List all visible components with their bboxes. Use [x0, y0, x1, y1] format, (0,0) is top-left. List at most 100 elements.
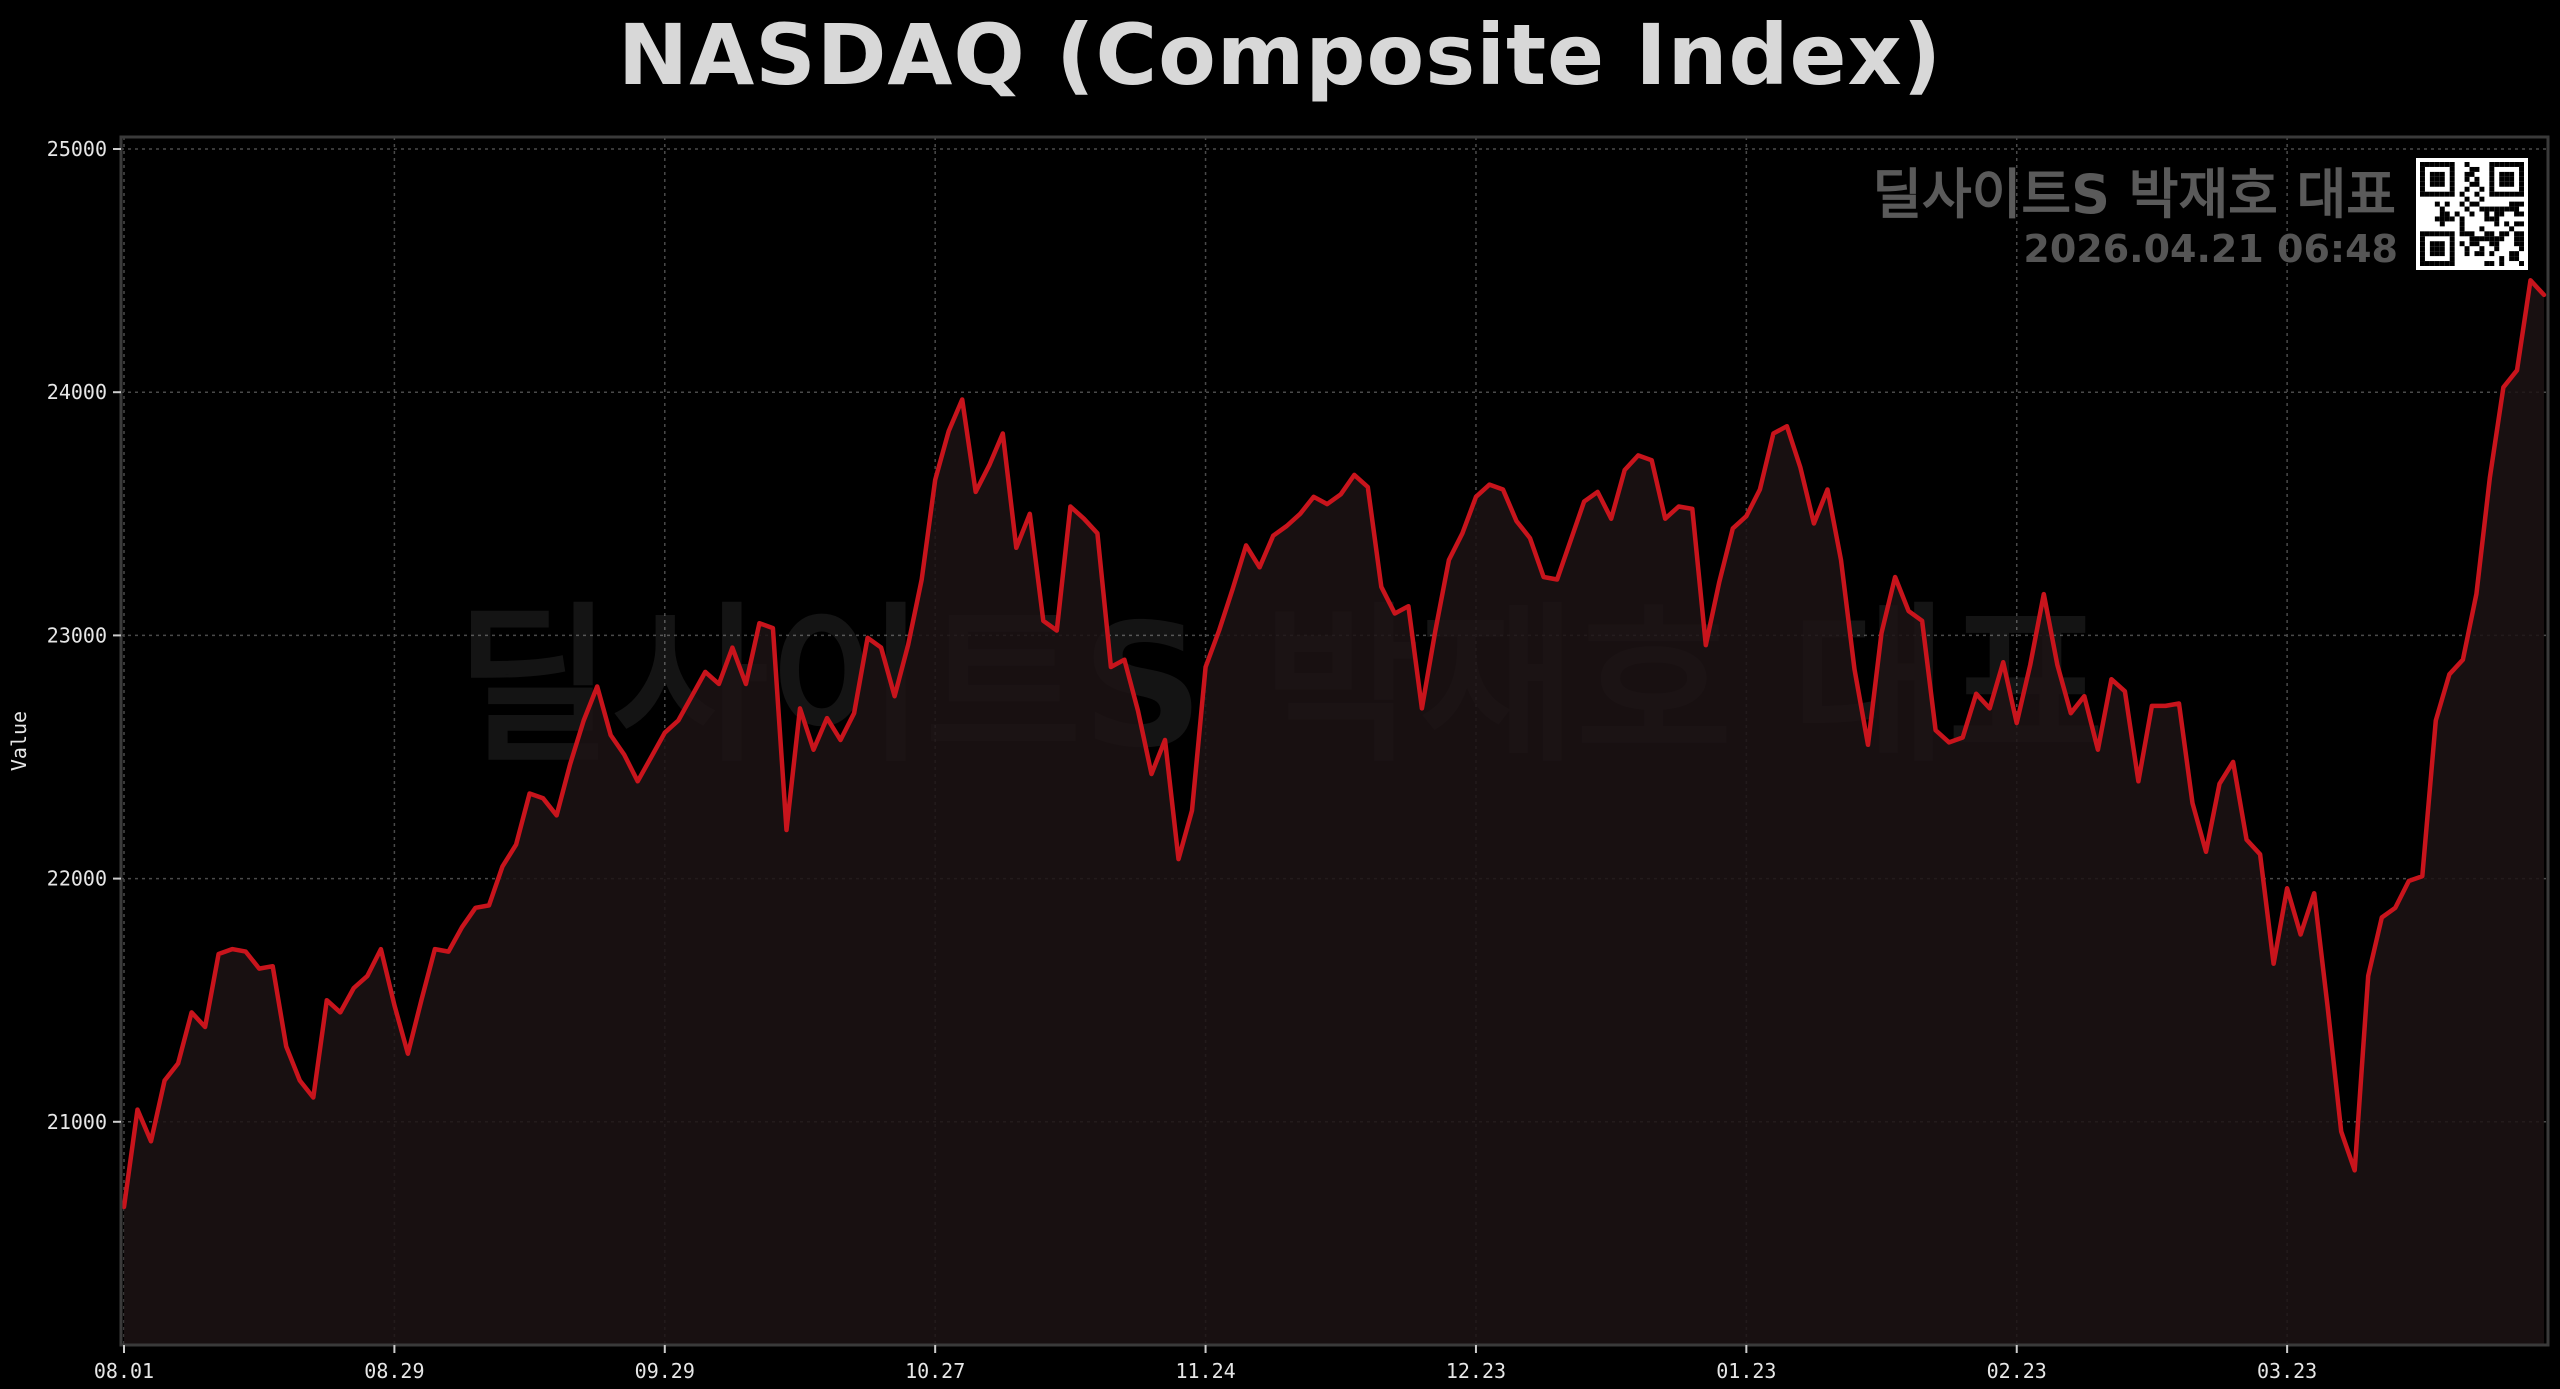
x-tick-label: 08.29 [364, 1359, 424, 1383]
qr-module [2434, 176, 2440, 182]
qr-module [2494, 221, 2500, 227]
x-tick-label: 12.23 [1446, 1359, 1506, 1383]
qr-module [2514, 256, 2520, 262]
qr-module [2444, 191, 2450, 197]
qr-module [2504, 162, 2510, 167]
qr-module [2489, 191, 2495, 197]
qr-module [2434, 171, 2440, 177]
qr-module [2514, 162, 2520, 167]
qr-module [2420, 256, 2425, 262]
qr-module [2489, 171, 2495, 177]
qr-module [2509, 226, 2515, 232]
qr-module [2429, 251, 2435, 257]
qr-module [2519, 171, 2524, 177]
qr-module [2439, 231, 2445, 237]
qr-module [2459, 226, 2465, 232]
qr-module [2519, 166, 2524, 172]
qr-module [2484, 261, 2490, 266]
qr-module [2494, 236, 2500, 242]
qr-module [2499, 176, 2505, 182]
x-tick-label: 09.29 [635, 1359, 695, 1383]
qr-module [2434, 251, 2440, 257]
qr-module [2509, 181, 2515, 187]
qr-module [2429, 176, 2435, 182]
qr-module [2509, 191, 2515, 197]
qr-module [2504, 231, 2510, 237]
qr-module [2459, 216, 2465, 222]
qr-module [2449, 261, 2455, 266]
qr-module [2519, 181, 2524, 187]
qr-module [2424, 162, 2430, 167]
qr-module [2474, 201, 2480, 207]
qr-module [2514, 231, 2520, 237]
qr-module [2464, 231, 2470, 237]
qr-module [2420, 261, 2425, 266]
qr-module [2439, 176, 2445, 182]
qr-module [2449, 171, 2455, 177]
qr-module [2479, 196, 2485, 202]
qr-module [2469, 241, 2475, 247]
qr-module [2504, 206, 2510, 212]
qr-module [2464, 206, 2470, 212]
qr-module [2439, 241, 2445, 247]
qr-module [2459, 241, 2465, 247]
x-tick-label: 03.23 [2257, 1359, 2317, 1383]
qr-module [2449, 181, 2455, 187]
qr-module [2464, 162, 2470, 167]
qr-module [2499, 231, 2505, 237]
qr-module [2449, 176, 2455, 182]
qr-module [2449, 236, 2455, 242]
qr-module [2449, 241, 2455, 247]
qr-module [2464, 171, 2470, 177]
qr-module [2429, 241, 2435, 247]
qr-module [2474, 241, 2480, 247]
qr-module [2420, 186, 2425, 192]
y-axis: 21000 22000 23000 24000 25000 [47, 137, 121, 1134]
qr-module [2494, 191, 2500, 197]
qr-module [2474, 251, 2480, 257]
qr-module [2444, 201, 2450, 207]
qr-module [2509, 201, 2515, 207]
qr-module [2509, 162, 2515, 167]
y-tick-label: 24000 [47, 380, 107, 404]
qr-module [2509, 171, 2515, 177]
qr-module [2479, 236, 2485, 242]
qr-module [2499, 162, 2505, 167]
qr-module [2420, 166, 2425, 172]
qr-module [2464, 176, 2470, 182]
x-tick-label: 11.24 [1175, 1359, 1235, 1383]
qr-module [2519, 176, 2524, 182]
qr-module [2424, 231, 2430, 237]
qr-module [2459, 221, 2465, 227]
qr-module [2420, 176, 2425, 182]
qr-module [2489, 206, 2495, 212]
qr-module [2420, 162, 2425, 167]
qr-module [2489, 181, 2495, 187]
qr-module [2439, 261, 2445, 266]
qr-module [2439, 221, 2445, 227]
x-tick-label: 08.01 [94, 1359, 154, 1383]
qr-module [2474, 236, 2480, 242]
y-tick-label: 22000 [47, 867, 107, 891]
qr-module [2514, 251, 2520, 257]
qr-module [2420, 171, 2425, 177]
qr-module [2444, 261, 2450, 266]
qr-module [2519, 246, 2524, 252]
qr-module [2514, 211, 2520, 217]
qr-module [2474, 191, 2480, 197]
qr-module [2504, 171, 2510, 177]
qr-module [2469, 201, 2475, 207]
qr-module [2449, 246, 2455, 252]
qr-module [2499, 206, 2505, 212]
qr-module [2519, 191, 2524, 197]
series-line [121, 278, 2547, 1210]
qr-module [2434, 181, 2440, 187]
qr-module [2449, 186, 2455, 192]
qr-module [2429, 191, 2435, 197]
qr-module [2519, 201, 2524, 207]
qr-module [2459, 231, 2465, 237]
qr-module [2434, 241, 2440, 247]
qr-module [2429, 261, 2435, 266]
qr-module [2439, 211, 2445, 217]
